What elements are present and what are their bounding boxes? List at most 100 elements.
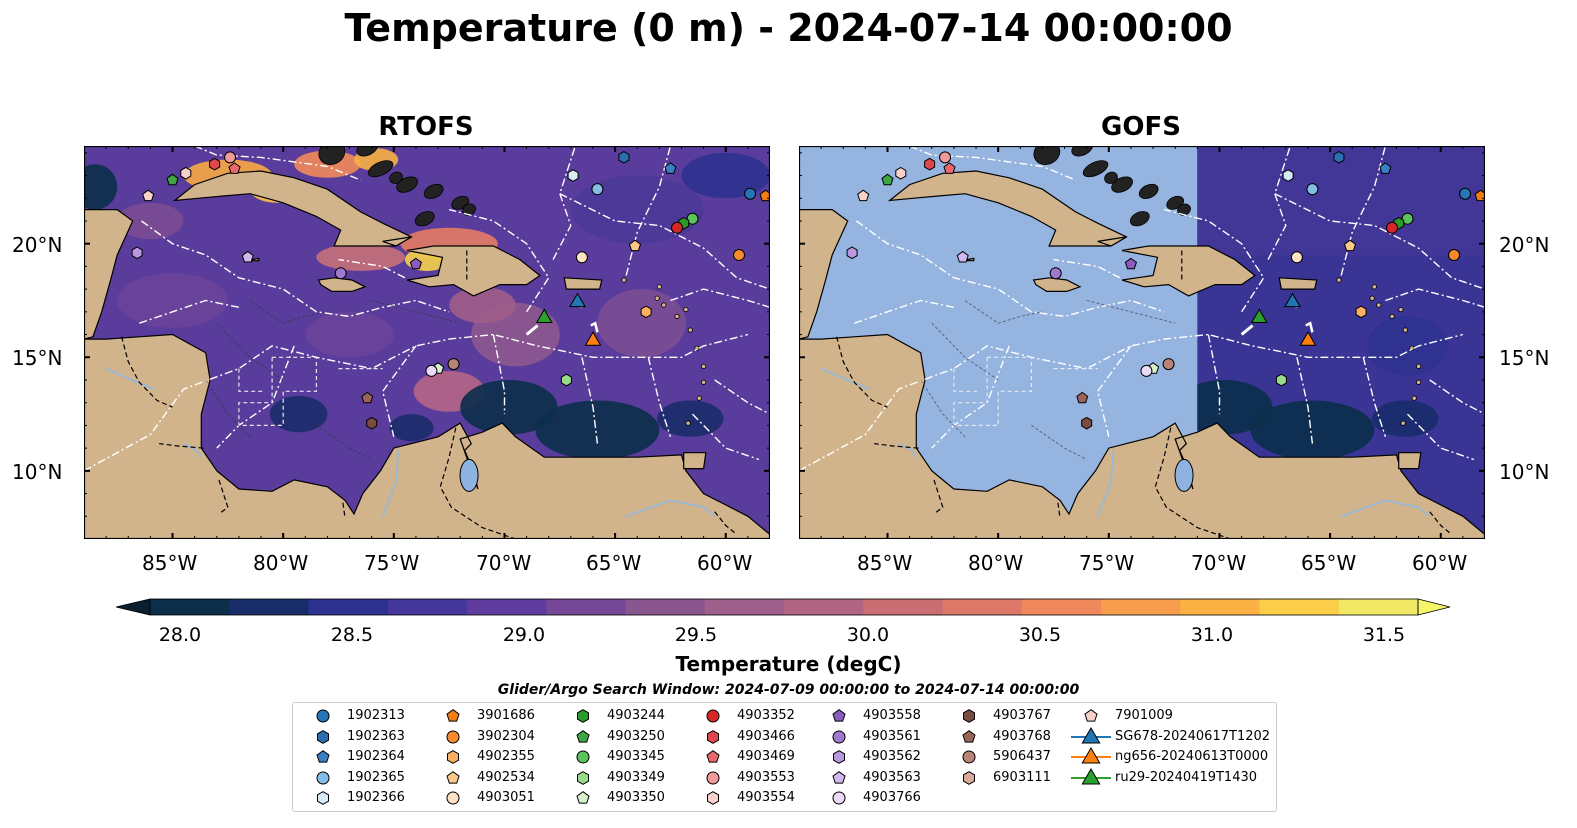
- argo-float-marker: [618, 151, 630, 164]
- argo-float-marker: [180, 166, 192, 180]
- argo-float-marker: [881, 173, 894, 186]
- glider-marker: [535, 308, 553, 323]
- colorbar-segment: [1338, 599, 1419, 615]
- legend-marker-icon: [1071, 767, 1111, 785]
- legend-marker-icon: [316, 771, 330, 785]
- argo-float-marker: [142, 189, 155, 202]
- argo-float-marker: [956, 250, 969, 263]
- legend-marker-icon: [576, 729, 590, 743]
- legend-label: 4903349: [607, 769, 665, 785]
- legend-marker-icon: [706, 709, 720, 723]
- legend-marker-icon: [446, 730, 460, 744]
- legend-marker-icon: [706, 771, 720, 785]
- argo-float-marker: [939, 151, 952, 164]
- argo-float-marker: [241, 250, 254, 263]
- legend-marker-icon: [577, 709, 589, 723]
- colorbar-segment: [1180, 599, 1261, 615]
- legend-marker-icon: [576, 791, 590, 804]
- colorbar-segment: [467, 599, 547, 615]
- argo-float-marker: [591, 183, 604, 196]
- legend-label: 4903562: [863, 749, 921, 765]
- colorbar-tick: 29.0: [502, 624, 546, 646]
- legend-marker-icon: [1084, 709, 1098, 722]
- lon-label: 70°W: [476, 551, 532, 575]
- colorbar-tick: 30.5: [1018, 624, 1062, 646]
- argo-float-marker: [1343, 239, 1357, 252]
- legend-marker-icon: [317, 791, 329, 806]
- argo-float-marker: [664, 162, 677, 174]
- argo-float-marker: [131, 246, 143, 260]
- argo-float-marker: [943, 162, 956, 174]
- legend: 1902313 1902363 1902364 1902365 1902366 39016…: [292, 702, 1277, 812]
- argo-float-marker: [744, 187, 757, 200]
- argo-float-marker: [1379, 162, 1392, 174]
- colorbar-segment: [863, 599, 944, 615]
- argo-float-marker: [166, 173, 179, 186]
- argo-float-marker: [228, 162, 241, 174]
- legend-title: Glider/Argo Search Window: 2024-07-09 00…: [497, 682, 1080, 698]
- legend-label: 1902365: [347, 769, 405, 785]
- legend-marker-icon: [316, 709, 330, 723]
- argo-float-marker: [1162, 358, 1175, 371]
- glider-marker: [1250, 308, 1268, 323]
- legend-label: 4903466: [737, 728, 795, 744]
- colorbar-label: Temperature (degC): [675, 652, 902, 676]
- map-panel-gofs: [799, 146, 1485, 539]
- legend-label: 4903767: [993, 708, 1051, 723]
- argo-float-marker: [857, 189, 870, 202]
- legend-label: ru29-20240419T1430: [1115, 769, 1258, 785]
- argo-float-marker: [425, 364, 438, 377]
- legend-marker-icon: [833, 750, 845, 765]
- argo-float-marker: [1076, 391, 1089, 404]
- legend-label: 1902313: [347, 708, 405, 723]
- legend-marker-icon: [962, 729, 976, 743]
- legend-label: 4903768: [993, 728, 1051, 744]
- argo-float-marker: [895, 166, 907, 180]
- legend-marker-icon: [577, 770, 589, 785]
- legend-marker-icon: [707, 729, 719, 744]
- legend-label: 4903558: [863, 708, 921, 723]
- argo-float-marker: [1459, 187, 1472, 200]
- legend-label: 4903244: [607, 708, 665, 723]
- legend-label: 4903352: [737, 708, 795, 723]
- legend-label: ng656-20240613T0000: [1115, 749, 1269, 765]
- panel-title-gofs: GOFS: [1101, 112, 1181, 142]
- legend-marker-icon: [316, 750, 330, 763]
- colorbar-segment: [308, 599, 389, 615]
- argo-float-marker: [1401, 212, 1414, 225]
- colorbar-tick: 29.5: [674, 624, 718, 646]
- glider-marker: [584, 331, 602, 346]
- argo-float-marker: [628, 239, 642, 252]
- legend-marker-icon: [962, 750, 976, 764]
- lon-label: 75°W: [364, 551, 420, 575]
- map-panel-rtofs: [84, 146, 770, 539]
- argo-float-marker: [1282, 169, 1294, 182]
- lat-label: 15°N: [12, 346, 63, 370]
- argo-float-marker: [1355, 305, 1367, 319]
- argo-float-marker: [361, 391, 374, 404]
- lat-label: 20°N: [12, 233, 63, 257]
- lat-label: 15°N: [1499, 346, 1550, 370]
- colorbar-segment: [387, 599, 468, 615]
- legend-marker-icon: [1071, 747, 1111, 764]
- argo-float-marker: [1049, 267, 1062, 280]
- legend-label: 4903469: [737, 749, 795, 765]
- colorbar-tick: 31.5: [1362, 624, 1406, 646]
- legend-marker-icon: [1071, 726, 1111, 744]
- argo-float-marker: [1386, 221, 1399, 234]
- lon-label: 75°W: [1079, 551, 1135, 575]
- argo-float-marker: [1448, 249, 1461, 262]
- lon-label: 70°W: [1191, 551, 1247, 575]
- legend-marker-icon: [832, 730, 846, 744]
- legend-label: 3901686: [477, 708, 535, 723]
- argo-float-marker: [671, 221, 684, 234]
- colorbar-segment: [1101, 599, 1181, 615]
- argo-float-marker: [1306, 183, 1319, 196]
- legend-marker-icon: [832, 770, 846, 784]
- lon-label: 80°W: [253, 551, 309, 575]
- legend-marker-icon: [446, 791, 460, 805]
- lon-label: 85°W: [142, 551, 198, 575]
- argo-float-marker: [846, 246, 858, 260]
- legend-marker-icon: [576, 750, 590, 764]
- figure-title: Temperature (0 m) - 2024-07-14 00:00:00: [344, 6, 1233, 50]
